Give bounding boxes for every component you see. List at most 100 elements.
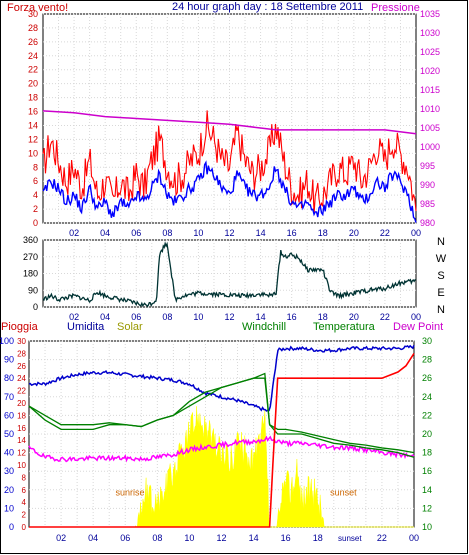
humidity-tick: 0 bbox=[9, 522, 14, 532]
top-x-tick: 00 bbox=[411, 228, 421, 238]
wind-speed-line bbox=[42, 110, 417, 215]
bottom-x-tick: 00 bbox=[409, 533, 419, 543]
top-left-tick: 0 bbox=[33, 218, 38, 228]
top-left-tick: 10 bbox=[28, 148, 38, 158]
rain-tick: 30 bbox=[17, 337, 26, 346]
bottom-x-tick: 08 bbox=[152, 533, 162, 543]
sunrise-label: sunrise bbox=[116, 487, 145, 497]
rain-tick: 12 bbox=[17, 449, 26, 458]
compass-label: S bbox=[437, 270, 444, 282]
bottom-x-tick: 02 bbox=[56, 533, 66, 543]
temperature-tick: 14 bbox=[422, 485, 432, 495]
mid-y-tick: 270 bbox=[23, 252, 38, 262]
mid-x-tick: 10 bbox=[193, 312, 203, 322]
temperature-tick: 28 bbox=[422, 355, 432, 365]
temperature-line bbox=[28, 372, 415, 454]
bottom-x-tick: 16 bbox=[281, 533, 291, 543]
bottom-x-tick: 06 bbox=[120, 533, 130, 543]
top-x-tick: 10 bbox=[193, 228, 203, 238]
temperature-tick: 16 bbox=[422, 466, 432, 476]
mid-x-tick: 00 bbox=[411, 312, 421, 322]
top-right-tick: 1015 bbox=[420, 85, 440, 95]
humidity-tick: 70 bbox=[4, 392, 14, 402]
wind-gust-line bbox=[42, 160, 417, 223]
humidity-tick: 40 bbox=[4, 448, 14, 458]
top-right-tick: 1010 bbox=[420, 104, 440, 114]
top-left-tick: 12 bbox=[28, 134, 38, 144]
rain-tick: 26 bbox=[17, 362, 26, 371]
top-left-tick: 8 bbox=[33, 162, 38, 172]
top-x-tick: 14 bbox=[256, 228, 266, 238]
temperature-tick: 12 bbox=[422, 503, 432, 513]
top-left-tick: 20 bbox=[28, 79, 38, 89]
top-right-tick: 995 bbox=[420, 161, 435, 171]
top-left-tick: 6 bbox=[33, 176, 38, 186]
mid-x-tick: 22 bbox=[380, 312, 390, 322]
rain-tick: 24 bbox=[17, 374, 26, 383]
top-x-tick: 20 bbox=[349, 228, 359, 238]
temperature-label: Temperatura bbox=[313, 321, 376, 333]
rain-tick: 0 bbox=[22, 523, 27, 532]
humidity-tick: 30 bbox=[4, 466, 14, 476]
top-left-tick: 14 bbox=[28, 120, 38, 130]
solar-label: Solar bbox=[117, 321, 143, 333]
top-right-label: Pressione bbox=[371, 2, 420, 14]
top-left-tick: 26 bbox=[28, 37, 38, 47]
bottom-x-tick: 14 bbox=[249, 533, 259, 543]
pressure-line bbox=[42, 110, 417, 135]
humidity-label: Umidita bbox=[67, 321, 105, 333]
top-left-tick: 18 bbox=[28, 93, 38, 103]
top-left-tick: 30 bbox=[28, 9, 38, 19]
top-x-tick: 22 bbox=[380, 228, 390, 238]
temperature-tick: 10 bbox=[422, 522, 432, 532]
humidity-line bbox=[28, 344, 415, 412]
humidity-tick: 20 bbox=[4, 485, 14, 495]
mid-x-tick: 20 bbox=[349, 312, 359, 322]
humidity-tick: 80 bbox=[4, 373, 14, 383]
rain-tick: 10 bbox=[17, 461, 26, 470]
mid-x-tick: 04 bbox=[100, 312, 110, 322]
top-x-tick: 16 bbox=[287, 228, 297, 238]
mid-x-tick: 08 bbox=[162, 312, 172, 322]
top-right-tick: 985 bbox=[420, 199, 435, 209]
mid-x-tick: 18 bbox=[318, 312, 328, 322]
mid-x-tick: 16 bbox=[287, 312, 297, 322]
humidity-tick: 60 bbox=[4, 410, 14, 420]
rain-tick: 22 bbox=[17, 387, 26, 396]
top-left-tick: 28 bbox=[28, 23, 38, 33]
top-right-tick: 1000 bbox=[420, 142, 440, 152]
top-right-tick: 990 bbox=[420, 180, 435, 190]
mid-y-tick: 90 bbox=[28, 285, 38, 295]
rain-tick: 18 bbox=[17, 411, 26, 420]
top-left-tick: 2 bbox=[33, 204, 38, 214]
rain-tick: 20 bbox=[17, 399, 26, 408]
rain-tick: 14 bbox=[17, 436, 26, 445]
rain-tick: 28 bbox=[17, 349, 26, 358]
dewpoint-line bbox=[28, 435, 415, 463]
top-right-tick: 1020 bbox=[420, 66, 440, 76]
dewpoint-label: Dew Point bbox=[393, 321, 443, 333]
chart-layer: 0246810121416182022242628309809859909951… bbox=[0, 9, 447, 543]
compass-label: N bbox=[437, 304, 445, 316]
humidity-tick: 100 bbox=[0, 336, 14, 346]
top-x-tick: 04 bbox=[100, 228, 110, 238]
mid-x-tick: 06 bbox=[131, 312, 141, 322]
compass-label: E bbox=[437, 287, 444, 299]
humidity-tick: 90 bbox=[4, 355, 14, 365]
sunset-label: sunset bbox=[330, 487, 357, 497]
top-x-tick: 02 bbox=[69, 228, 79, 238]
temperature-tick: 30 bbox=[422, 336, 432, 346]
temperature-tick: 20 bbox=[422, 429, 432, 439]
top-left-tick: 4 bbox=[33, 190, 38, 200]
rain-label: Pioggia bbox=[1, 321, 39, 333]
bottom-x-tick: 22 bbox=[377, 533, 387, 543]
bottom-x-tick: 10 bbox=[184, 533, 194, 543]
rain-tick: 8 bbox=[22, 473, 27, 482]
bottom-x-tick: 12 bbox=[216, 533, 226, 543]
top-x-tick: 06 bbox=[131, 228, 141, 238]
windchill-label: Windchill bbox=[242, 321, 286, 333]
top-x-tick: 08 bbox=[162, 228, 172, 238]
rain-tick: 2 bbox=[22, 511, 27, 520]
top-left-tick: 16 bbox=[28, 107, 38, 117]
